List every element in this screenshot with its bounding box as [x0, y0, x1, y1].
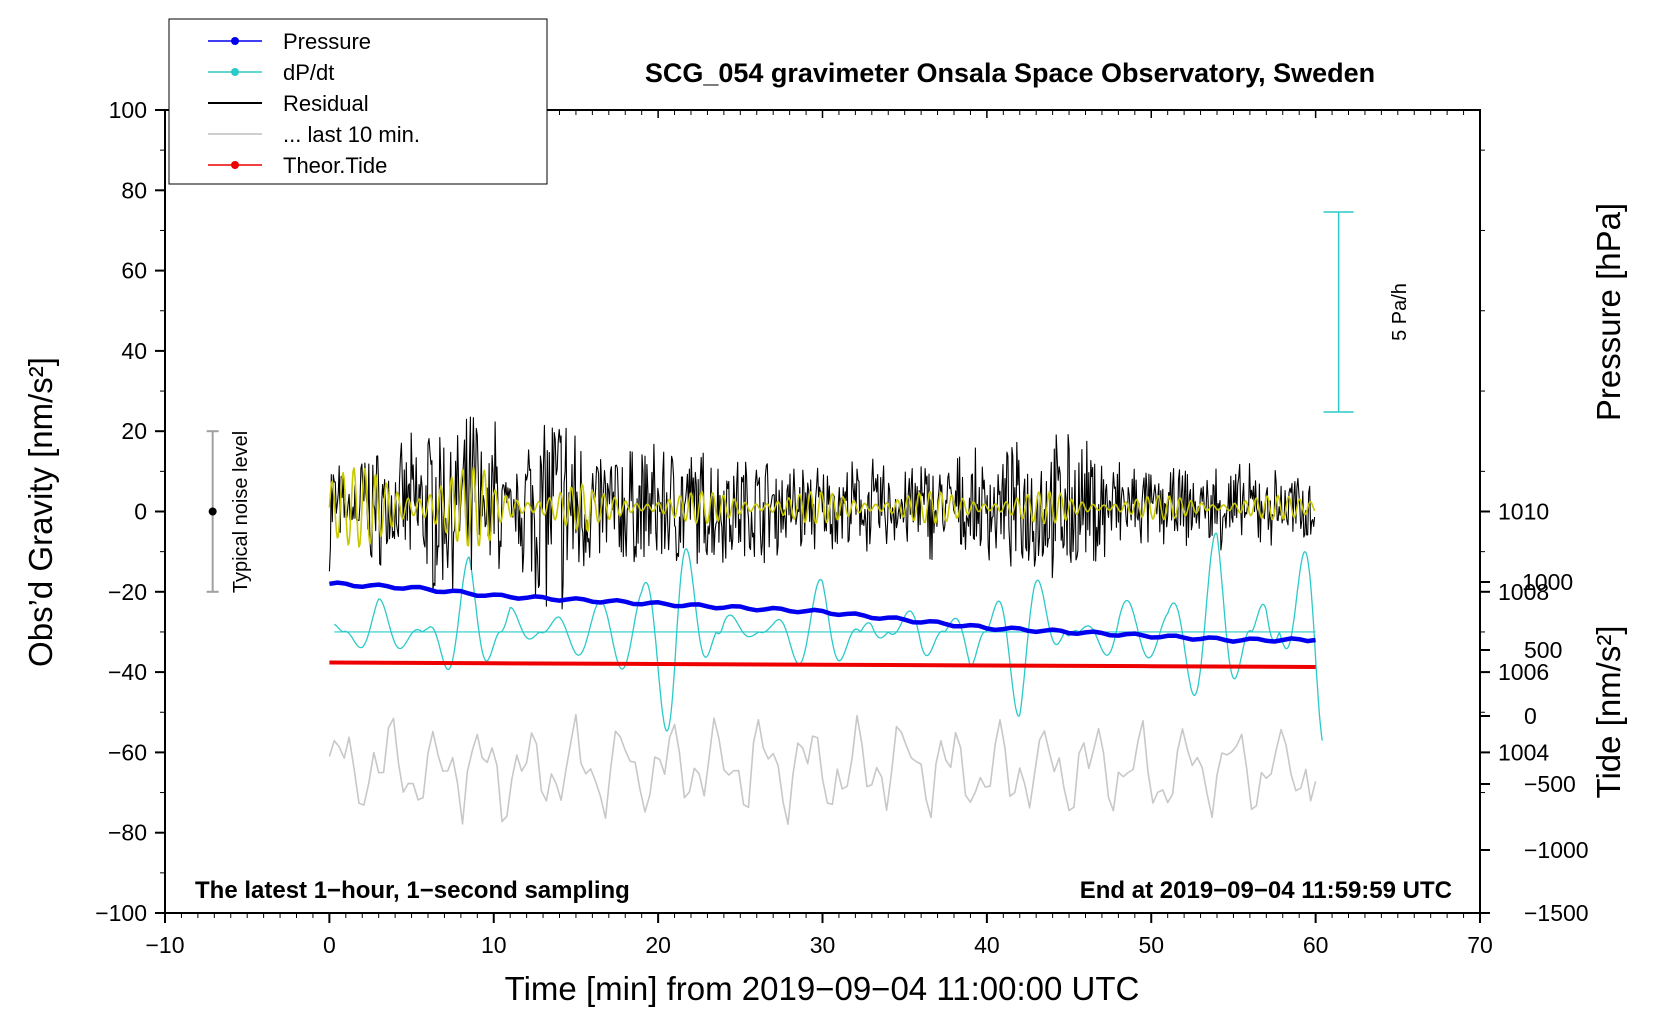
legend-swatch-marker — [231, 161, 239, 169]
tide-tick-label: 0 — [1524, 703, 1537, 729]
series-residual-line — [328, 416, 1316, 610]
legend-label: Theor.Tide — [283, 153, 387, 178]
noise-bar-center — [208, 507, 217, 516]
x-tick-label: 70 — [1467, 932, 1493, 958]
y-tick-label: −60 — [108, 739, 147, 765]
y-tick-label: −80 — [108, 820, 147, 846]
pressure-tick-label: 1006 — [1498, 659, 1549, 685]
y-axis-label-left: Obs’d Gravity [nm/s²] — [22, 357, 59, 667]
series-tide-line — [329, 660, 1316, 669]
y-tick-label: 40 — [121, 338, 147, 364]
legend: Pressure dP/dt Residual ... last 10 min. The… — [168, 18, 548, 185]
x-tick-label: 60 — [1303, 932, 1329, 958]
y-tick-label: −100 — [95, 900, 147, 926]
tide-tick-label: 500 — [1524, 637, 1562, 663]
y-tick-label: 80 — [121, 177, 147, 203]
pressure-tick-label: 1008 — [1498, 579, 1549, 605]
noise-level-indicator: Typical noise level — [206, 430, 252, 593]
legend-label: ... last 10 min. — [283, 122, 420, 147]
series-last10min-line — [328, 713, 1317, 825]
x-tick-label: 0 — [323, 932, 336, 958]
tide-tick-label: −1500 — [1524, 900, 1589, 926]
x-tick-label: 50 — [1138, 932, 1164, 958]
x-tick-label: 20 — [645, 932, 671, 958]
pressure-tick-label: 1000 — [1522, 569, 1573, 595]
legend-label: Residual — [283, 91, 369, 116]
rate-scale-label: 5 Pa/h — [1389, 283, 1411, 341]
pressure-tick-label: 1004 — [1498, 739, 1549, 765]
series-group — [328, 416, 1323, 825]
legend-swatch-marker — [231, 37, 239, 45]
series-dpdt-line — [333, 532, 1323, 741]
y-tick-label: −40 — [108, 659, 147, 685]
tide-tick-label: −500 — [1524, 771, 1576, 797]
rate-scale-bar: 5 Pa/h — [1323, 211, 1411, 413]
x-tick-label: 10 — [481, 932, 507, 958]
x-axis-label: Time [min] from 2019−09−04 11:00:00 UTC — [505, 970, 1140, 1007]
legend-box — [168, 18, 548, 185]
y-tick-label: 0 — [134, 499, 147, 525]
x-tick-label: 30 — [810, 932, 836, 958]
axis-tick-labels: −10 0 10 20 30 40 50 60 70100806040200−20−40−60−… — [95, 97, 1588, 958]
x-tick-label: 40 — [974, 932, 1000, 958]
y-axis-label-pressure: Pressure [hPa] — [1590, 203, 1627, 421]
legend-label: dP/dt — [283, 60, 334, 85]
y-tick-label: 100 — [109, 97, 147, 123]
legend-swatch-marker — [231, 68, 239, 76]
series-residual-smoothed-line — [328, 466, 1316, 548]
footer-right: End at 2019−09−04 11:59:59 UTC — [1080, 877, 1452, 904]
legend-label: Pressure — [283, 29, 371, 54]
y-axis-label-tide: Tide [nm/s²] — [1590, 626, 1627, 799]
pressure-tick-label: 1010 — [1498, 499, 1549, 525]
footer-left: The latest 1−hour, 1−second sampling — [195, 877, 630, 904]
y-tick-label: 20 — [121, 418, 147, 444]
y-tick-label: −20 — [108, 579, 147, 605]
y-tick-label: 60 — [121, 258, 147, 284]
x-tick-label: −10 — [145, 932, 184, 958]
series-pressure-line — [329, 580, 1316, 644]
chart-title: SCG_054 gravimeter Onsala Space Observat… — [645, 58, 1375, 88]
noise-level-label: Typical noise level — [230, 431, 252, 593]
axis-ticks — [155, 109, 1490, 923]
tide-tick-label: −1000 — [1524, 837, 1589, 863]
